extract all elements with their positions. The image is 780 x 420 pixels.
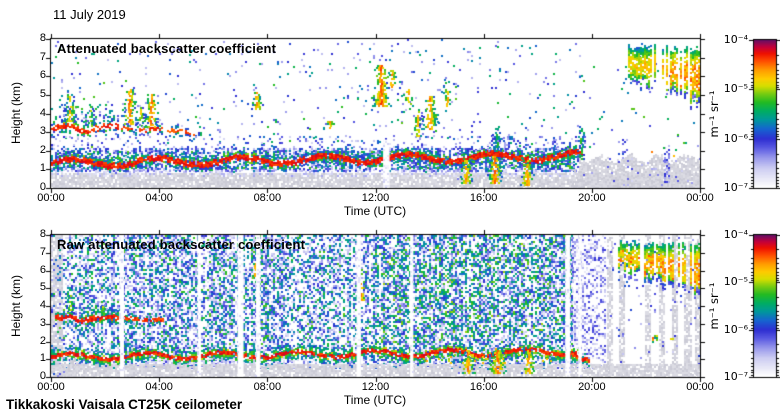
y-tick-label: 0 bbox=[39, 181, 46, 193]
y-tick-label: 8 bbox=[39, 228, 46, 240]
panel1-x-axis-label: Time (UTC) bbox=[343, 204, 407, 218]
y-tick-label: 0 bbox=[39, 370, 46, 382]
panel2-title: Raw attenuated backscatter coefficient bbox=[57, 237, 306, 252]
colorbar-tick-label: 10⁻⁶ bbox=[723, 131, 748, 145]
y-tick-label: 2 bbox=[39, 334, 46, 347]
y-tick-label: 5 bbox=[39, 281, 46, 294]
x-tick-label: 12:00 bbox=[361, 192, 390, 204]
x-tick-label: 08:00 bbox=[253, 192, 282, 204]
y-tick-label: 7 bbox=[39, 245, 46, 258]
x-tick-label: 00:00 bbox=[37, 381, 65, 393]
y-tick-label: 1 bbox=[39, 352, 46, 365]
y-tick-label: 4 bbox=[39, 106, 46, 119]
y-tick-label: 5 bbox=[39, 87, 46, 100]
x-tick-label: 08:00 bbox=[253, 381, 282, 393]
panel1-title: Attenuated backscatter coefficient bbox=[57, 41, 277, 56]
y-tick-label: 3 bbox=[39, 125, 46, 138]
date-label: 11 July 2019 bbox=[53, 7, 126, 22]
colorbar-top bbox=[748, 34, 780, 194]
colorbar-bottom bbox=[748, 229, 780, 383]
y-tick-label: 6 bbox=[39, 263, 46, 276]
colorbar-tick-label: 10⁻⁵ bbox=[723, 82, 748, 96]
x-tick-label: 04:00 bbox=[145, 192, 173, 204]
colorbar-tick-label: 10⁻⁷ bbox=[723, 370, 748, 383]
x-tick-label: 16:00 bbox=[469, 381, 498, 393]
panel2-x-axis-label: Time (UTC) bbox=[343, 393, 407, 407]
x-tick-label: 12:00 bbox=[361, 381, 390, 393]
colorbar-tick-label: 10⁻⁷ bbox=[723, 181, 748, 194]
y-tick-label: 8 bbox=[39, 32, 46, 44]
colorbar-tick-label: 10⁻⁴ bbox=[723, 228, 748, 241]
x-tick-label: 04:00 bbox=[145, 381, 173, 393]
y-tick-label: 7 bbox=[39, 50, 46, 63]
colorbar-tick-label: 10⁻⁴ bbox=[723, 33, 748, 46]
colorbar-tick-label: 10⁻⁶ bbox=[723, 322, 748, 336]
y-tick-label: 2 bbox=[39, 143, 46, 156]
y-tick-label: 3 bbox=[39, 316, 46, 329]
x-tick-label: 16:00 bbox=[469, 192, 498, 204]
y-tick-label: 4 bbox=[39, 299, 46, 311]
y-tick-label: 6 bbox=[39, 69, 46, 82]
x-tick-label: 00:00 bbox=[37, 192, 65, 204]
raw-attenuated-backscatter-heatmap bbox=[45, 229, 706, 383]
x-tick-label: 00:00 bbox=[686, 381, 714, 393]
y-tick-label: 1 bbox=[39, 162, 46, 175]
x-tick-label: 00:00 bbox=[686, 192, 714, 204]
x-tick-label: 20:00 bbox=[578, 192, 606, 204]
colorbar-top-unit-label: m⁻¹ sr⁻¹ bbox=[707, 90, 721, 138]
colorbar-tick-label: 10⁻⁵ bbox=[723, 275, 748, 289]
attenuated-backscatter-heatmap bbox=[45, 33, 706, 194]
x-tick-label: 20:00 bbox=[578, 381, 606, 393]
instrument-caption: Tikkakoski Vaisala CT25K ceilometer bbox=[6, 397, 243, 412]
